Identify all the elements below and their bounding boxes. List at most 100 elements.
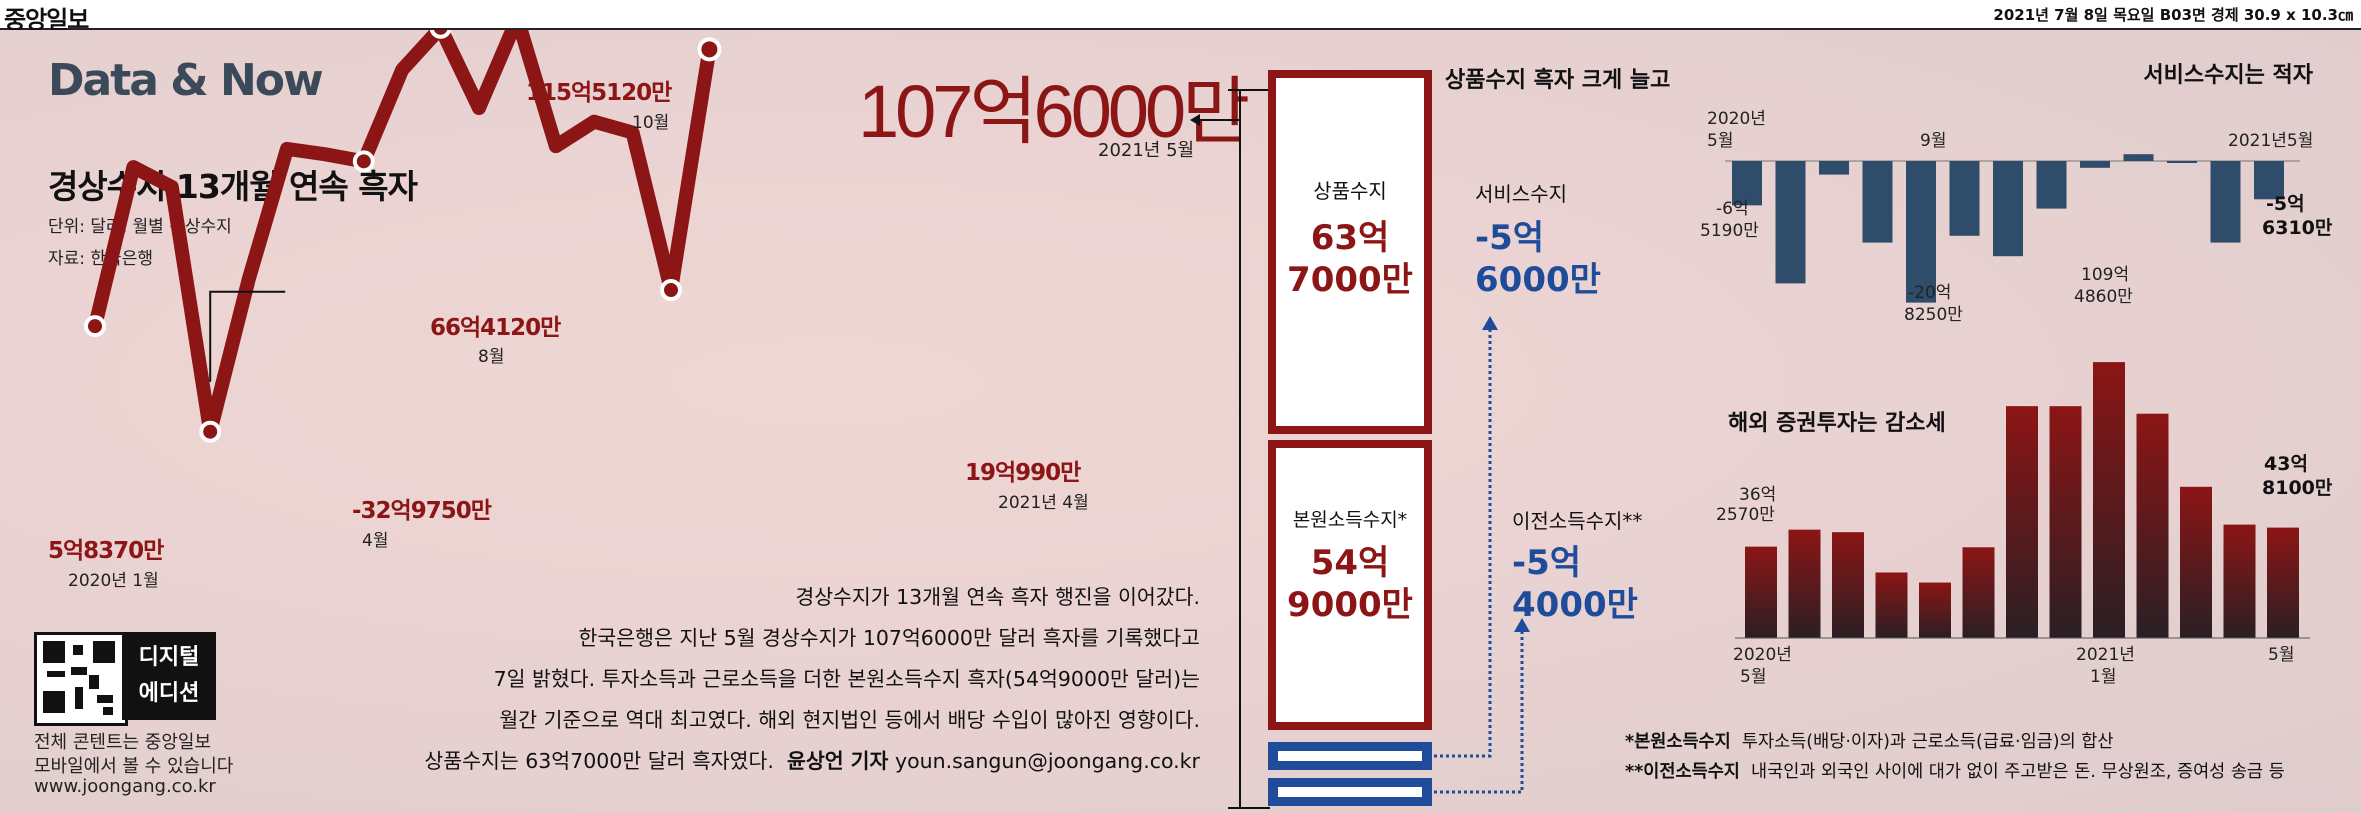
footnote-term: *본원소득수지 (1625, 732, 1731, 752)
securities-bar (2006, 406, 2038, 638)
reporter-email[interactable]: youn.sangun@joongang.co.kr (894, 749, 1200, 773)
tick-label: 9월 (1920, 131, 1946, 151)
data-label: 4860만 (2074, 287, 2133, 307)
footnote-2: **이전소득수지 내국인과 외국인 사이에 대가 없이 주고받은 돈. 무상원조… (1625, 758, 2285, 783)
data-label-value: 115억5120만 (526, 80, 672, 106)
data-label: 2570만 (1716, 505, 1775, 525)
data-label-date: 8월 (478, 347, 504, 367)
story-line: 7일 밝혔다. 투자소득과 근로소득을 더한 본원소득수지 흑자(54억9000… (493, 667, 1200, 691)
chart-title: 경상수지 13개월 연속 흑자 (48, 167, 418, 206)
story-line: 월간 기준으로 역대 최고였다. 해외 현지법인 등에서 배당 수입이 많아진 … (499, 708, 1200, 732)
current-account-line (88, 30, 717, 439)
service-bar (2210, 161, 2241, 243)
transfer-income-value: 4000만 (1512, 585, 1638, 625)
securities-bar (2267, 527, 2299, 638)
data-label: 5190만 (1700, 221, 1759, 241)
leader-line (209, 290, 286, 382)
tick-label: 1월 (2090, 667, 2116, 687)
digital-desc: 전체 콘텐트는 중앙일보 (34, 732, 212, 753)
tick-label: 2020년 (1707, 109, 1766, 129)
data-label: -5억 (2266, 193, 2305, 215)
securities-bar (1962, 547, 1995, 638)
data-label: 6310만 (2262, 217, 2333, 239)
service-bar (1906, 161, 1936, 303)
data-label-date: 2021년 4월 (998, 493, 1089, 513)
data-point-marker (660, 279, 682, 302)
primary-income-value: 54억 (1310, 543, 1390, 583)
digital-line2: 에디션 (138, 681, 200, 706)
data-label-date: 10월 (632, 113, 669, 133)
securities-bar (2223, 524, 2256, 638)
tick-label: 5월 (1707, 131, 1733, 151)
data-point-marker (697, 37, 722, 62)
source-note: 자료: 한국은행 (48, 249, 153, 269)
primary-income-label: 본원소득수지* (1292, 509, 1408, 531)
data-label: 8100만 (2262, 477, 2333, 499)
services-label: 서비스수지 (1475, 182, 1567, 206)
securities-bar (1919, 582, 1951, 638)
qr-code[interactable] (34, 632, 128, 726)
service-bar (2080, 161, 2110, 168)
tick-label: 2021년 (2076, 645, 2135, 665)
tick-label: 2020년 (1733, 645, 1792, 665)
data-label-value: 5억8370만 (48, 538, 164, 564)
services-value: 6000만 (1475, 260, 1601, 300)
dateline: 2021년 7월 8일 목요일 B03면 경제 30.9 x 10.3㎝ (1993, 6, 2353, 24)
section-brand: Data & Now (48, 55, 324, 106)
breakdown-heading: 상품수지 흑자 크게 늘고 (1445, 68, 1671, 93)
data-label: -20억 (1908, 283, 1951, 303)
headline-value: 107억6000만 (858, 70, 1250, 153)
data-label: -6억 (1716, 199, 1749, 219)
service-bar (1819, 161, 1849, 175)
newspaper-logo: 중앙일보 (4, 6, 89, 34)
digital-desc: 모바일에서 볼 수 있습니다 (34, 756, 234, 777)
service-bar (1949, 161, 1980, 236)
transfer-income-value: -5억 (1512, 543, 1582, 583)
masthead: 중앙일보 2021년 7월 8일 목요일 B03면 경제 30.9 x 10.3… (0, 0, 2361, 34)
service-bar (1775, 161, 1806, 284)
data-label: 43억 (2264, 453, 2308, 475)
headline-date: 2021년 5월 (1098, 140, 1195, 161)
tick-label: 2021년5월 (2228, 131, 2313, 151)
data-point-marker (429, 30, 452, 39)
data-label-date: 4월 (362, 531, 388, 551)
story-text: 경상수지가 13개월 연속 흑자 행진을 이어갔다. 한국은행은 지난 5월 경… (320, 577, 1200, 782)
data-point-marker (352, 150, 375, 173)
story-line: 경상수지가 13개월 연속 흑자 행진을 이어갔다. (795, 585, 1200, 609)
data-label: 109억 (2081, 265, 2129, 285)
primary-income-value: 9000만 (1287, 585, 1413, 625)
data-label: 8250만 (1904, 305, 1963, 325)
transfer-income-label: 이전소득수지** (1512, 509, 1643, 533)
data-point-marker (84, 315, 106, 338)
services-value: -5억 (1475, 218, 1545, 258)
data-label-value: -32억9750만 (352, 498, 492, 524)
securities-bar (2049, 406, 2082, 638)
service-bar (2036, 161, 2067, 209)
current-account-line-chart: 5억8370만 2020년 1월 -32억9750만 4월 66억4120만 8월 115억… (48, 30, 1089, 591)
data-point-marker (199, 420, 222, 443)
chart-title: 해외 증권투자는 감소세 (1728, 411, 1946, 436)
securities-bar (2093, 362, 2125, 638)
footnote-text: 내국인과 외국인 사이에 대가 없이 주고받은 돈. 무상원조, 증여성 송금 … (1751, 762, 2285, 782)
digital-edition-badge[interactable]: 디지털 에디션 (122, 632, 216, 720)
data-label: 36억 (1739, 485, 1776, 505)
data-label-value: 19억990만 (965, 460, 1081, 486)
securities-bar (2180, 486, 2212, 638)
service-bar (1862, 161, 1893, 243)
story-line: 상품수지는 63억7000만 달러 흑자였다. (424, 749, 774, 773)
securities-bar (1832, 532, 1864, 638)
goods-value: 63억 (1310, 218, 1390, 258)
service-bar (2254, 161, 2284, 200)
tick-label: 5월 (2268, 645, 2294, 665)
footnote-term: **이전소득수지 (1625, 762, 1740, 782)
service-bar (2123, 154, 2154, 161)
data-label-value: 66억4120만 (430, 315, 561, 341)
data-label-date: 2020년 1월 (68, 571, 159, 591)
digital-line1: 디지털 (138, 645, 200, 670)
site-url[interactable]: www.joongang.co.kr (34, 776, 216, 797)
footnote-1: *본원소득수지 투자소득(배당·이자)과 근로소득(급료·임금)의 합산 (1625, 728, 2113, 753)
chart-title: 서비스수지는 적자 (2143, 63, 2313, 88)
securities-bar (1875, 572, 1908, 638)
